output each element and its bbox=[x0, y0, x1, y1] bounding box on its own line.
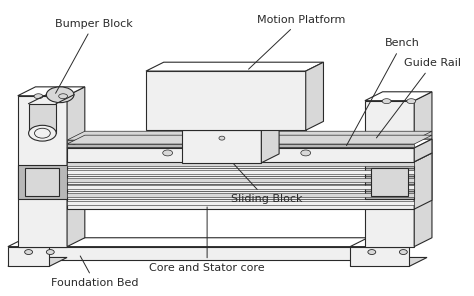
Polygon shape bbox=[67, 162, 414, 209]
Polygon shape bbox=[20, 247, 384, 260]
Text: Motion Platform: Motion Platform bbox=[248, 15, 345, 69]
Polygon shape bbox=[350, 258, 427, 266]
Ellipse shape bbox=[163, 150, 173, 156]
Polygon shape bbox=[25, 168, 59, 196]
Polygon shape bbox=[67, 144, 414, 147]
Polygon shape bbox=[67, 148, 414, 162]
Polygon shape bbox=[18, 96, 67, 247]
Polygon shape bbox=[182, 130, 261, 163]
Polygon shape bbox=[261, 121, 279, 163]
Polygon shape bbox=[67, 87, 85, 247]
Polygon shape bbox=[350, 247, 409, 266]
Polygon shape bbox=[67, 178, 414, 181]
Text: Foundation Bed: Foundation Bed bbox=[51, 256, 139, 288]
Polygon shape bbox=[371, 168, 408, 196]
Polygon shape bbox=[414, 92, 432, 247]
Polygon shape bbox=[146, 71, 306, 130]
Polygon shape bbox=[365, 101, 414, 247]
Polygon shape bbox=[67, 131, 432, 140]
Ellipse shape bbox=[407, 99, 416, 104]
Ellipse shape bbox=[301, 150, 310, 156]
Polygon shape bbox=[365, 92, 432, 101]
Polygon shape bbox=[67, 140, 414, 143]
Polygon shape bbox=[18, 87, 85, 96]
Ellipse shape bbox=[46, 250, 54, 255]
Polygon shape bbox=[182, 121, 279, 130]
Polygon shape bbox=[28, 104, 56, 133]
Ellipse shape bbox=[28, 125, 56, 141]
Ellipse shape bbox=[368, 250, 376, 255]
Polygon shape bbox=[8, 247, 49, 266]
Ellipse shape bbox=[34, 94, 43, 99]
Polygon shape bbox=[306, 62, 323, 130]
Text: Bumper Block: Bumper Block bbox=[55, 19, 133, 93]
Ellipse shape bbox=[382, 99, 391, 104]
Text: Core and Stator core: Core and Stator core bbox=[149, 207, 265, 273]
Polygon shape bbox=[67, 139, 432, 148]
Polygon shape bbox=[67, 135, 432, 144]
Ellipse shape bbox=[25, 250, 33, 255]
Polygon shape bbox=[67, 153, 432, 162]
Polygon shape bbox=[67, 193, 414, 197]
Ellipse shape bbox=[400, 250, 407, 255]
Polygon shape bbox=[8, 238, 67, 247]
Text: Bench: Bench bbox=[346, 38, 419, 146]
Polygon shape bbox=[67, 170, 414, 174]
Polygon shape bbox=[414, 153, 432, 209]
Ellipse shape bbox=[35, 128, 50, 138]
Text: Guide Rail: Guide Rail bbox=[376, 58, 461, 138]
Polygon shape bbox=[20, 238, 402, 247]
Ellipse shape bbox=[46, 87, 74, 103]
Ellipse shape bbox=[219, 136, 225, 140]
Polygon shape bbox=[365, 165, 414, 199]
Polygon shape bbox=[350, 238, 427, 247]
Ellipse shape bbox=[59, 94, 68, 99]
Polygon shape bbox=[67, 162, 414, 166]
Polygon shape bbox=[67, 201, 414, 205]
Text: Sliding Block: Sliding Block bbox=[230, 164, 302, 204]
Polygon shape bbox=[8, 258, 67, 266]
Polygon shape bbox=[414, 139, 432, 162]
Polygon shape bbox=[18, 165, 67, 199]
Polygon shape bbox=[146, 62, 323, 71]
Polygon shape bbox=[67, 186, 414, 189]
